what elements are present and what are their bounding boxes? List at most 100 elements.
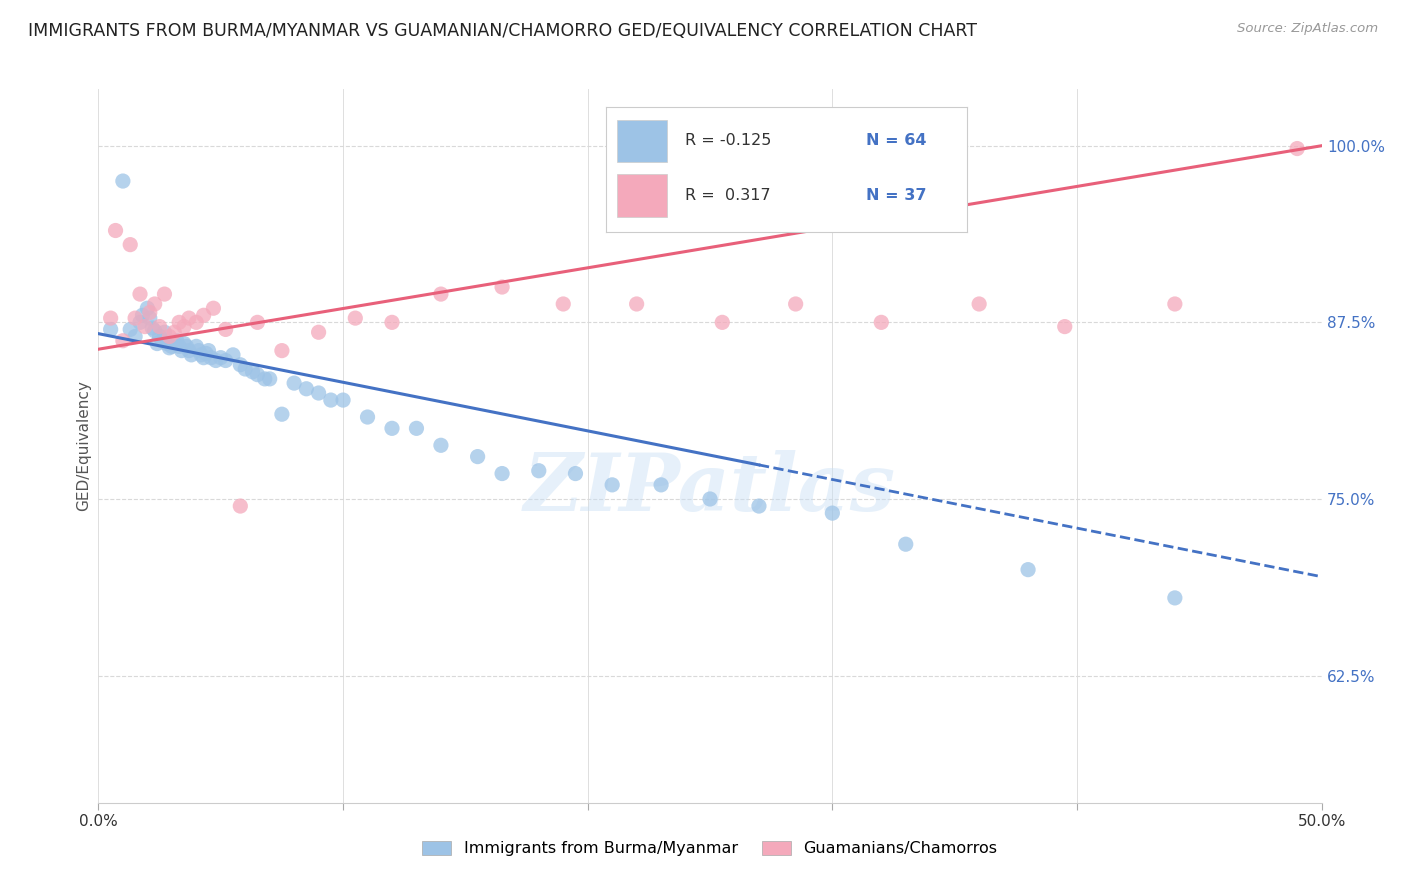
Point — [193, 351, 215, 365]
Point — [1164, 297, 1187, 311]
Point — [467, 450, 489, 464]
Point — [141, 321, 163, 335]
Point — [193, 308, 215, 322]
Point — [100, 311, 122, 326]
Point — [124, 311, 146, 326]
Point — [143, 297, 166, 311]
Point — [111, 334, 134, 348]
Point — [229, 499, 252, 513]
Point — [167, 315, 190, 329]
Point — [134, 319, 156, 334]
Point — [197, 343, 219, 358]
Point — [332, 393, 354, 408]
Point — [229, 358, 252, 372]
Point — [894, 537, 917, 551]
Point — [200, 351, 222, 365]
Point — [527, 464, 550, 478]
Point — [149, 319, 172, 334]
Point — [785, 297, 807, 311]
Point — [153, 287, 176, 301]
Text: 0.0%: 0.0% — [79, 814, 118, 829]
Point — [600, 478, 623, 492]
Point — [100, 322, 122, 336]
Point — [173, 319, 195, 334]
Point — [246, 368, 269, 382]
Point — [214, 353, 236, 368]
Point — [259, 372, 281, 386]
Point — [246, 315, 269, 329]
Point — [209, 351, 232, 365]
Point — [870, 315, 893, 329]
Point — [173, 336, 195, 351]
Point — [344, 311, 367, 326]
Point — [186, 315, 208, 329]
Point — [405, 421, 427, 435]
Point — [270, 343, 294, 358]
Point — [283, 376, 305, 391]
Point — [699, 491, 721, 506]
Point — [150, 334, 173, 348]
Text: ZIPatlas: ZIPatlas — [524, 450, 896, 527]
Point — [156, 336, 179, 351]
Point — [120, 322, 142, 336]
Point — [143, 324, 166, 338]
Point — [553, 297, 575, 311]
Point — [253, 372, 276, 386]
Point — [149, 329, 172, 343]
Point — [295, 382, 318, 396]
Point — [233, 362, 256, 376]
Point — [129, 315, 152, 329]
Point — [153, 325, 176, 339]
Text: Source: ZipAtlas.com: Source: ZipAtlas.com — [1237, 22, 1378, 36]
Point — [1164, 591, 1187, 605]
Y-axis label: GED/Equivalency: GED/Equivalency — [76, 381, 91, 511]
Point — [205, 353, 228, 368]
Point — [131, 308, 153, 322]
Point — [748, 499, 770, 513]
Point — [186, 339, 208, 353]
Point — [491, 280, 513, 294]
Point — [139, 311, 162, 326]
Point — [430, 287, 453, 301]
Point — [111, 174, 134, 188]
Point — [139, 305, 162, 319]
Point — [821, 506, 844, 520]
Point — [124, 329, 146, 343]
Point — [129, 287, 152, 301]
Point — [170, 343, 193, 358]
Point — [136, 301, 159, 316]
Point — [157, 341, 180, 355]
Point — [650, 478, 672, 492]
Point — [711, 315, 734, 329]
Point — [308, 325, 330, 339]
Point — [163, 325, 186, 339]
Point — [190, 348, 212, 362]
Point — [381, 315, 404, 329]
Point — [176, 339, 198, 353]
Point — [222, 348, 245, 362]
Point — [967, 297, 990, 311]
Point — [120, 237, 142, 252]
Point — [564, 467, 586, 481]
Point — [242, 365, 264, 379]
Point — [491, 467, 513, 481]
Point — [1017, 563, 1039, 577]
Text: 50.0%: 50.0% — [1298, 814, 1346, 829]
Point — [167, 339, 190, 353]
Point — [202, 301, 225, 316]
Point — [626, 297, 648, 311]
Point — [381, 421, 404, 435]
Legend: Immigrants from Burma/Myanmar, Guamanians/Chamorros: Immigrants from Burma/Myanmar, Guamanian… — [416, 834, 1004, 863]
Point — [146, 336, 169, 351]
Point — [177, 343, 200, 358]
Point — [160, 339, 183, 353]
Point — [187, 343, 209, 358]
Text: IMMIGRANTS FROM BURMA/MYANMAR VS GUAMANIAN/CHAMORRO GED/EQUIVALENCY CORRELATION : IMMIGRANTS FROM BURMA/MYANMAR VS GUAMANI… — [28, 22, 977, 40]
Point — [157, 329, 180, 343]
Point — [430, 438, 453, 452]
Point — [1053, 319, 1076, 334]
Point — [177, 311, 200, 326]
Point — [104, 223, 127, 237]
Point — [195, 346, 218, 360]
Point — [163, 336, 186, 351]
